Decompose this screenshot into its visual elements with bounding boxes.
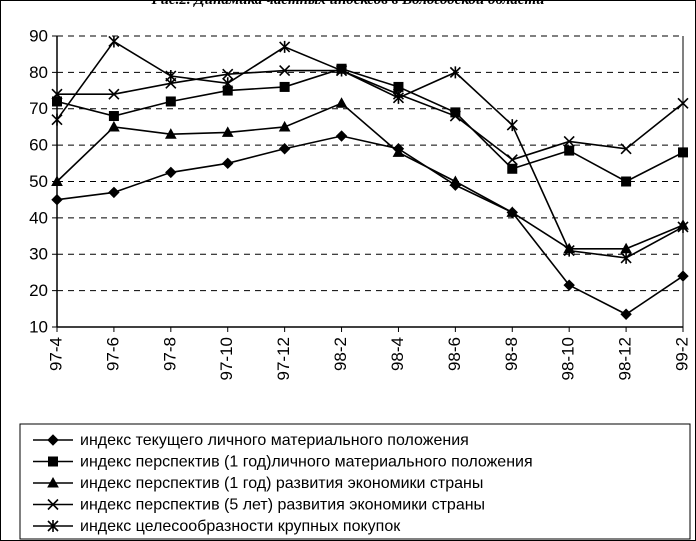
point xyxy=(222,68,234,80)
point xyxy=(51,193,63,206)
series-line xyxy=(56,135,684,316)
legend-marker xyxy=(47,434,59,446)
point xyxy=(165,96,176,107)
point xyxy=(507,163,518,174)
point xyxy=(335,97,348,108)
y-tick-label: 30 xyxy=(29,245,48,264)
legend-label: индекс перспектив (1 год)личного материа… xyxy=(80,454,533,471)
point xyxy=(222,77,234,90)
y-tick-label: 70 xyxy=(29,99,48,118)
point xyxy=(449,110,461,122)
point xyxy=(621,176,632,187)
point xyxy=(164,128,177,139)
point xyxy=(449,66,461,79)
point xyxy=(279,81,290,92)
point xyxy=(677,270,689,282)
legend-marker xyxy=(47,476,59,488)
x-tick-label: 98-12 xyxy=(616,337,635,380)
x-tick-label: 97-12 xyxy=(274,337,293,380)
point xyxy=(165,166,177,179)
point xyxy=(335,64,348,77)
point xyxy=(108,120,120,132)
point xyxy=(51,175,63,186)
x-tick-label: 97-8 xyxy=(160,337,179,371)
point xyxy=(392,146,405,157)
y-tick-label: 20 xyxy=(29,281,48,300)
legend-label: индекс текущего личного материального по… xyxy=(80,432,469,449)
x-tick-label: 98-10 xyxy=(559,337,578,380)
point xyxy=(165,70,177,83)
point xyxy=(108,35,120,48)
point xyxy=(52,96,62,107)
x-tick-label: 98-6 xyxy=(445,337,464,371)
series-line xyxy=(56,40,684,259)
point xyxy=(335,130,348,142)
y-tick-label: 50 xyxy=(29,172,48,191)
y-tick-label: 90 xyxy=(29,26,48,45)
point xyxy=(51,113,63,126)
point xyxy=(51,88,63,100)
point xyxy=(221,126,234,137)
legend-marker xyxy=(47,498,59,511)
y-tick-label: 60 xyxy=(29,136,48,155)
x-tick-label: 97-4 xyxy=(46,337,65,371)
legend-box xyxy=(19,423,691,540)
point xyxy=(620,251,632,264)
x-tick-label: 98-2 xyxy=(331,337,350,371)
point xyxy=(506,154,518,166)
chart-title: Рис.2. Динамика частных индексов в Волог… xyxy=(152,0,545,8)
point xyxy=(108,111,119,122)
legend-marker xyxy=(47,520,59,532)
point xyxy=(279,40,291,53)
x-tick-label: 99-2 xyxy=(672,337,691,371)
point xyxy=(563,135,575,148)
point xyxy=(677,97,689,109)
point xyxy=(506,206,519,217)
point xyxy=(563,279,575,291)
legend-label: индекс перспектив (1 год) развития эконо… xyxy=(80,475,483,492)
point xyxy=(279,64,291,77)
y-tick-label: 80 xyxy=(29,63,48,82)
y-tick-label: 10 xyxy=(29,317,48,336)
point xyxy=(108,88,120,100)
point xyxy=(278,120,291,132)
x-tick-label: 97-6 xyxy=(103,337,122,371)
legend-label: индекс перспектив (5 лет) развития эконо… xyxy=(80,497,485,514)
series-line xyxy=(56,102,684,250)
point xyxy=(108,186,120,199)
point xyxy=(278,143,291,155)
point xyxy=(222,157,234,170)
point xyxy=(678,147,688,158)
point xyxy=(620,143,632,155)
y-tick-label: 40 xyxy=(29,208,48,227)
point xyxy=(506,119,518,132)
series-line xyxy=(56,67,684,183)
point xyxy=(392,91,405,104)
point xyxy=(620,308,632,320)
x-tick-label: 98-4 xyxy=(388,337,407,371)
series-line xyxy=(57,69,684,161)
point xyxy=(449,175,462,186)
point xyxy=(563,244,575,257)
point xyxy=(564,145,575,156)
legend-marker xyxy=(48,456,58,467)
point xyxy=(677,220,689,233)
legend-label: индекс целесообразности крупных покупок xyxy=(80,518,401,535)
x-tick-label: 98-8 xyxy=(502,337,521,371)
x-tick-label: 97-10 xyxy=(217,337,236,380)
point xyxy=(393,81,404,92)
